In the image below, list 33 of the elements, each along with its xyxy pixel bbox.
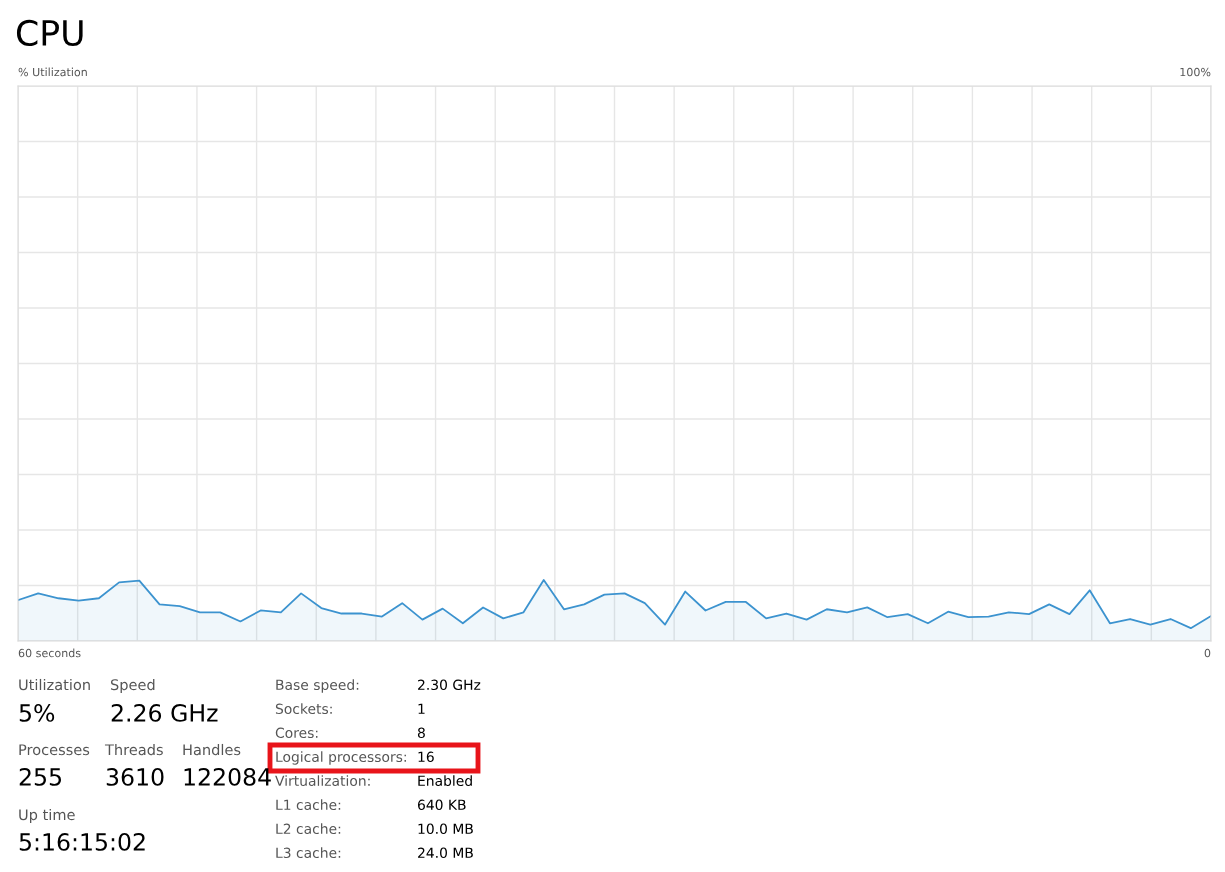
- text: Handles: [183, 743, 241, 756]
- text: 60 seconds: [18, 648, 81, 658]
- text: 5%: [19, 703, 55, 722]
- text: Up time: [19, 808, 75, 824]
- text: Cores:: [275, 727, 318, 739]
- text: 100%: [1180, 67, 1211, 77]
- chart-title: CPU: [16, 19, 83, 47]
- text: Enabled: [418, 775, 472, 787]
- text: 2.26 GHz: [111, 703, 218, 722]
- text: L2 cache:: [276, 823, 341, 835]
- text: 0: [1204, 648, 1211, 658]
- text: 1: [418, 703, 425, 714]
- text: L1 cache:: [276, 799, 341, 811]
- text: 8: [417, 727, 425, 739]
- text: 255: [19, 767, 61, 786]
- text: 5:16:15:02: [19, 832, 145, 851]
- text: Sockets:: [275, 703, 332, 715]
- text: Logical processors:: [276, 751, 406, 765]
- text: Virtualization:: [275, 775, 370, 787]
- text: Processes: [19, 744, 90, 756]
- text: % Utilization: [18, 67, 87, 77]
- text: Base speed:: [276, 679, 359, 693]
- text: 10.0 MB: [418, 823, 473, 835]
- text: 24.0 MB: [418, 847, 473, 859]
- text: Speed: [110, 678, 155, 694]
- text: 2.30 GHz: [418, 679, 481, 691]
- text: 3610: [106, 767, 164, 786]
- text: L3 cache:: [276, 847, 341, 859]
- text: 122084: [184, 767, 271, 786]
- text: Utilization: [19, 678, 90, 691]
- text: 16: [418, 751, 434, 763]
- text: 640 KB: [417, 799, 466, 811]
- text: Threads: [104, 743, 163, 756]
